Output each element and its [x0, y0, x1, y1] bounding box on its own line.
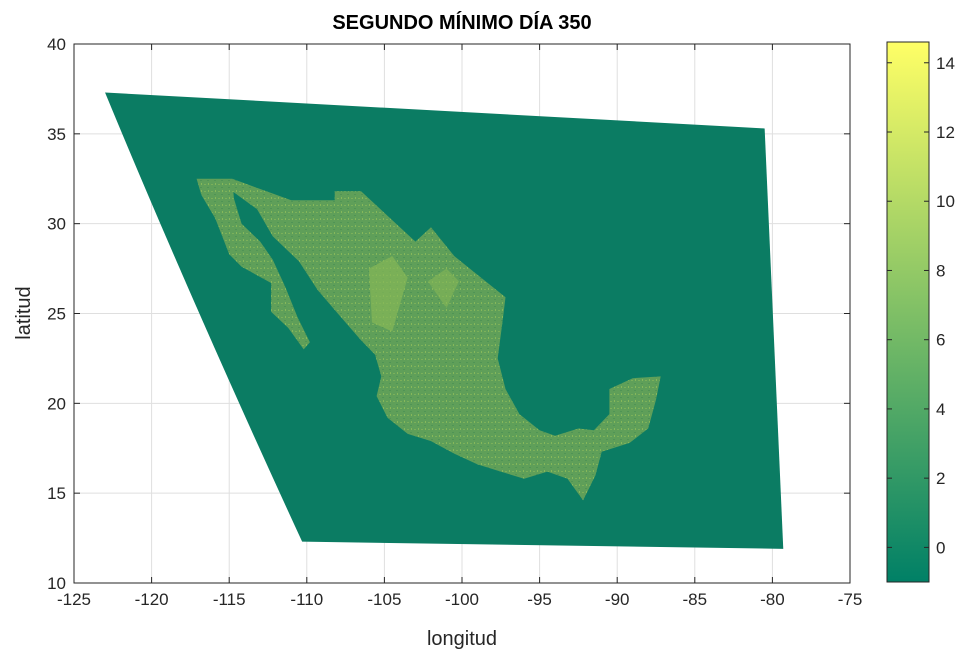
- x-tick-label: -80: [760, 590, 785, 609]
- colorbar-tick-label: 12: [936, 123, 955, 142]
- colorbar-tick-label: 14: [936, 54, 955, 73]
- colorbar-tick-label: 6: [936, 331, 945, 350]
- x-tick-label: -90: [605, 590, 630, 609]
- chart-title: SEGUNDO MÍNIMO DÍA 350: [332, 11, 591, 34]
- baja-california-region: [196, 178, 310, 350]
- mexico-landmass: [196, 178, 661, 501]
- x-tick-label: -100: [445, 590, 479, 609]
- y-tick-label: 25: [47, 305, 66, 324]
- x-tick-label: -95: [527, 590, 552, 609]
- y-tick-label: 10: [47, 574, 66, 593]
- colorbar-ticks: 0 2 4 6 8 10 12 14: [887, 54, 955, 557]
- x-tick-label: -75: [838, 590, 863, 609]
- y-tick-label: 30: [47, 215, 66, 234]
- colorbar-tick-label: 4: [936, 400, 945, 419]
- colorbar-tick-label: 2: [936, 469, 945, 488]
- y-tick-label: 20: [47, 394, 66, 413]
- x-tick-label: -125: [57, 590, 91, 609]
- colorbar: [886, 41, 930, 583]
- x-axis-label: longitud: [427, 628, 497, 650]
- highland-region: [427, 268, 459, 309]
- y-tick-label: 15: [47, 484, 66, 503]
- x-tick-label: -110: [290, 590, 323, 609]
- axis-ticks: -125 -120 -115 -110 -105 -100 -95 -90 -85 -80 -75 1…: [47, 35, 862, 609]
- colorbar-tick-label: 0: [936, 538, 945, 557]
- x-tick-label: -85: [683, 590, 708, 609]
- y-axis-label: latitud: [13, 286, 35, 339]
- colorbar-tick-label: 10: [936, 192, 955, 211]
- y-tick-label: 35: [47, 125, 66, 144]
- colorbar-tick-label: 8: [936, 261, 945, 280]
- x-tick-label: -120: [135, 590, 169, 609]
- mainland-region: [232, 178, 661, 501]
- highland-region: [368, 256, 408, 332]
- x-tick-label: -105: [367, 590, 401, 609]
- x-tick-label: -115: [213, 590, 246, 609]
- y-tick-label: 40: [47, 35, 66, 54]
